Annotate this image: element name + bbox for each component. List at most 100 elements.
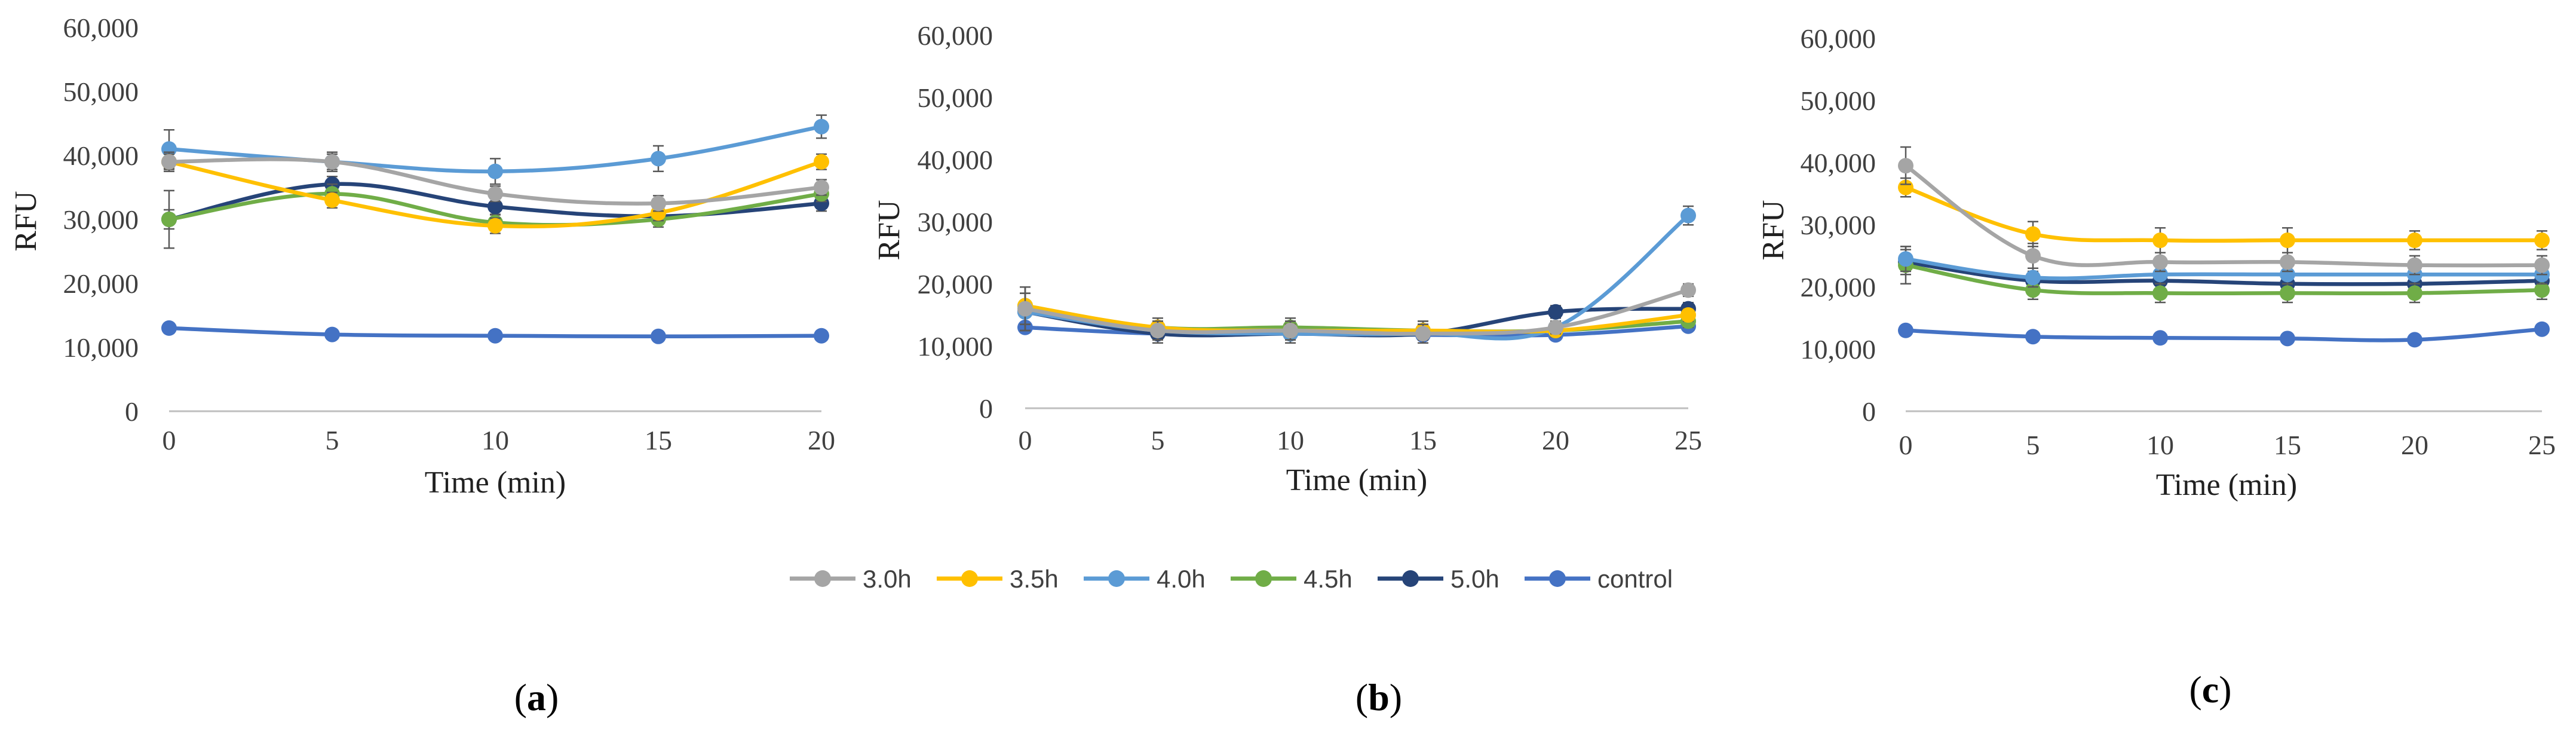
chart-b-xtick-1: 5 [1151, 425, 1165, 455]
chart-a: 0 10,000 20,000 30,000 40,000 50,000 60,… [9, 13, 835, 718]
point-4-0h-t20 [814, 118, 829, 134]
chart-c-ytick-5: 50,000 [1801, 85, 1876, 116]
legend-label: 3.0h [863, 565, 912, 593]
chart-b-ytick-5: 50,000 [918, 82, 993, 113]
point-3-0h-t0 [1017, 301, 1033, 317]
point-control-t20 [814, 328, 829, 344]
chart-b-ytick-6: 60,000 [918, 20, 993, 51]
chart-a-panel-label: (a) [514, 676, 559, 718]
chart-c-ylabel: RFU [1756, 200, 1790, 260]
point-control-t15 [2280, 331, 2295, 347]
point-3-5h-t5 [2025, 226, 2041, 242]
chart-b-ytick-0: 0 [979, 393, 993, 424]
legend-swatch-marker [1108, 570, 1125, 587]
legend-label: 4.0h [1157, 565, 1206, 593]
chart-b-ytick-3: 30,000 [918, 207, 993, 237]
legend-swatch-marker [1402, 570, 1419, 587]
point-control-t20 [2407, 332, 2422, 348]
chart-c-xtick-1: 5 [2026, 430, 2040, 460]
chart-c-ytick-0: 0 [1862, 396, 1876, 427]
chart-a-ytick-3: 30,000 [63, 204, 139, 235]
point-3-5h-t20 [814, 154, 829, 170]
chart-a-plot [161, 114, 829, 412]
point-4-0h-t10 [2152, 267, 2168, 283]
point-3-0h-t5 [2025, 248, 2041, 264]
point-3-0h-t5 [1150, 323, 1166, 338]
legend-label: 3.5h [1010, 565, 1059, 593]
series-line-3-0h [1023, 288, 1691, 336]
point-3-0h-t25 [2534, 257, 2550, 273]
point-4-5h-t20 [2407, 285, 2422, 301]
point-3-5h-t10 [2152, 233, 2168, 248]
chart-a-ytick-2: 20,000 [63, 268, 139, 299]
legend-item-4-0h: 4.0h [1084, 565, 1206, 593]
point-3-0h-t20 [2407, 257, 2422, 273]
chart-b-plot [1017, 205, 1696, 409]
legend-label: 4.5h [1304, 565, 1353, 593]
point-3-0h-t5 [324, 154, 340, 170]
point-3-5h-t25 [1680, 307, 1696, 323]
series-line-3-0h [1903, 163, 2544, 268]
point-4-0h-t25 [1680, 207, 1696, 224]
point-control-t5 [324, 326, 340, 342]
chart-c: 0 10,000 20,000 30,000 40,000 50,000 60,… [1756, 23, 2556, 711]
legend-item-3-0h: 3.0h [790, 565, 912, 593]
chart-b-xtick-0: 0 [1019, 425, 1032, 455]
point-4-0h-t10 [487, 163, 503, 179]
legend-item-4-5h: 4.5h [1231, 565, 1353, 593]
legend-item-5-0h: 5.0h [1378, 565, 1499, 593]
chart-b-xtick-3: 15 [1409, 425, 1437, 455]
point-3-0h-t20 [1548, 319, 1563, 335]
point-control-t10 [2152, 330, 2168, 346]
chart-a-ytick-6: 60,000 [63, 13, 139, 43]
series-line-control [1903, 327, 2544, 342]
chart-c-ytick-6: 60,000 [1801, 23, 1876, 54]
point-3-0h-t10 [487, 186, 503, 202]
point-4-5h-t15 [2280, 285, 2295, 301]
chart-b: 0 10,000 20,000 30,000 40,000 50,000 60,… [872, 20, 1702, 718]
point-3-0h-t15 [1415, 326, 1431, 342]
chart-c-xtick-2: 10 [2146, 430, 2174, 460]
legend-item-control: control [1525, 565, 1673, 593]
chart-b-xlabel: Time (min) [1286, 463, 1427, 497]
point-5-0h-t10 [487, 198, 503, 215]
legend-swatch-marker [1255, 570, 1272, 587]
legend-item-3-5h: 3.5h [937, 565, 1059, 593]
chart-c-xlabel: Time (min) [2156, 468, 2297, 502]
point-4-0h-t5 [2025, 270, 2041, 286]
chart-a-xtick-3: 15 [645, 425, 672, 455]
chart-c-xtick-4: 20 [2401, 430, 2428, 460]
chart-a-xtick-0: 0 [162, 425, 176, 455]
point-4-0h-t15 [651, 151, 666, 167]
point-3-0h-t20 [814, 179, 829, 195]
point-4-5h-t10 [2152, 285, 2168, 301]
point-3-5h-t5 [324, 192, 340, 208]
chart-b-ytick-4: 40,000 [918, 145, 993, 175]
chart-b-panel-label: (b) [1356, 676, 1402, 718]
legend: 3.0h 3.5h 4.0h 4.5h 5.0h control [790, 565, 1673, 593]
legend-label: control [1597, 565, 1673, 593]
chart-a-xtick-4: 20 [808, 425, 835, 455]
chart-b-xtick-5: 25 [1675, 425, 1702, 455]
point-control-t10 [487, 328, 503, 344]
chart-c-ytick-4: 40,000 [1801, 148, 1876, 178]
point-4-5h-t0 [161, 212, 177, 227]
point-3-0h-t10 [1283, 323, 1298, 338]
point-5-0h-t20 [1548, 304, 1563, 320]
point-control-t15 [651, 328, 666, 344]
point-3-0h-t15 [651, 195, 666, 212]
legend-swatch-marker [1549, 570, 1566, 587]
chart-b-ytick-1: 10,000 [918, 331, 993, 362]
point-3-0h-t25 [1680, 282, 1696, 298]
legend-label: 5.0h [1450, 565, 1499, 593]
chart-c-xtick-3: 15 [2274, 430, 2301, 460]
chart-a-xtick-2: 10 [482, 425, 509, 455]
point-control-t0 [1898, 322, 1913, 338]
chart-a-xlabel: Time (min) [425, 466, 566, 500]
point-4-0h-t15 [2280, 267, 2295, 283]
point-control-t0 [161, 320, 177, 336]
point-4-5h-t25 [2534, 282, 2550, 298]
point-control-t5 [2025, 329, 2041, 345]
point-3-5h-t0 [1898, 179, 1913, 195]
